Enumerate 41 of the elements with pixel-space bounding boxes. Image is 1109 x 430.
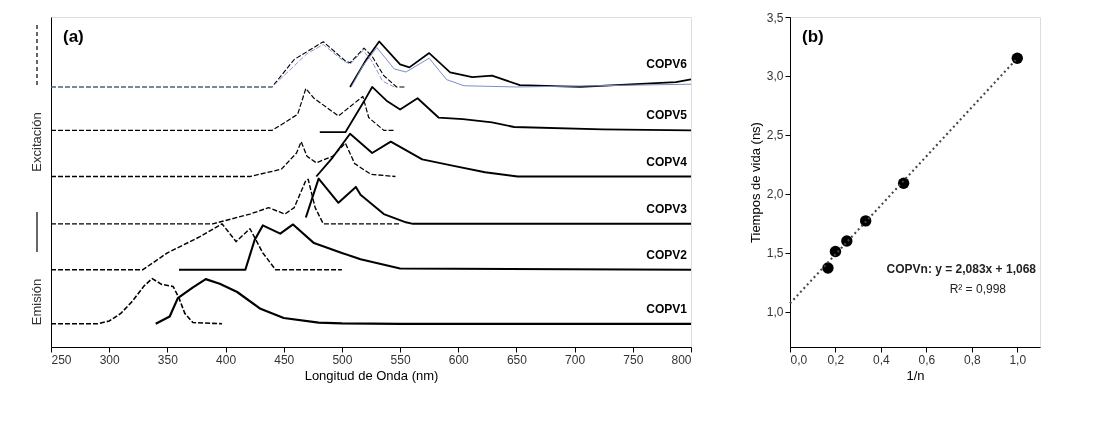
text: Excitación xyxy=(29,112,44,172)
text: Emisión xyxy=(29,278,44,326)
x-tick-label: 600 xyxy=(448,352,470,367)
y-tick-label: 3,0 xyxy=(766,69,784,84)
x-tick-label: 400 xyxy=(216,352,237,367)
series-label: COPV3 xyxy=(646,201,688,216)
series-label: COPV4 xyxy=(646,154,688,169)
y-tick-label: 1,5 xyxy=(766,246,784,261)
chart-title: (a) xyxy=(63,27,84,46)
y-tick-label: 3,5 xyxy=(766,10,784,25)
x-tick-label: 450 xyxy=(274,352,295,367)
x-tick-label: 0,0 xyxy=(790,352,808,367)
x-tick-label: 300 xyxy=(99,352,121,367)
y-axis-title: Tiempos de vida (ns) xyxy=(747,122,763,243)
x-tick-label: 350 xyxy=(157,352,179,367)
annotation: R² = 0,998 xyxy=(949,282,1007,296)
series-label: COPV2 xyxy=(646,247,688,262)
x-tick-label: 0,2 xyxy=(827,352,845,367)
point xyxy=(1011,52,1023,64)
x-tick-label: 650 xyxy=(506,352,528,367)
x-tick-label: 0,8 xyxy=(963,352,981,367)
x-axis-title: 1/n xyxy=(906,367,925,383)
x-tick-label: 500 xyxy=(332,352,353,367)
x-tick-label: 550 xyxy=(390,352,411,367)
y-tick-label: 2,0 xyxy=(766,187,784,202)
series-label: COPV5 xyxy=(646,108,688,123)
y-tick-label: 2,5 xyxy=(766,128,784,143)
x-tick-label: 0,6 xyxy=(918,352,936,367)
series-label: COPV1 xyxy=(646,301,688,316)
series-label: COPV6 xyxy=(646,57,688,72)
x-tick-label: 1,0 xyxy=(1009,352,1027,367)
y-tick-label: 1,0 xyxy=(766,305,784,320)
annotation: COPVn: y = 2,083x + 1,068 xyxy=(886,262,1037,276)
x-axis-title: Longitud de Onda (nm) xyxy=(304,367,439,383)
point xyxy=(859,215,872,227)
x-tick-label: 750 xyxy=(623,352,644,367)
x-tick-label: 800 xyxy=(671,352,692,367)
x-tick-label: 250 xyxy=(51,352,72,367)
x-tick-label: 700 xyxy=(565,352,586,367)
x-tick-label: 0,4 xyxy=(873,352,891,367)
text: (b) xyxy=(802,27,824,46)
